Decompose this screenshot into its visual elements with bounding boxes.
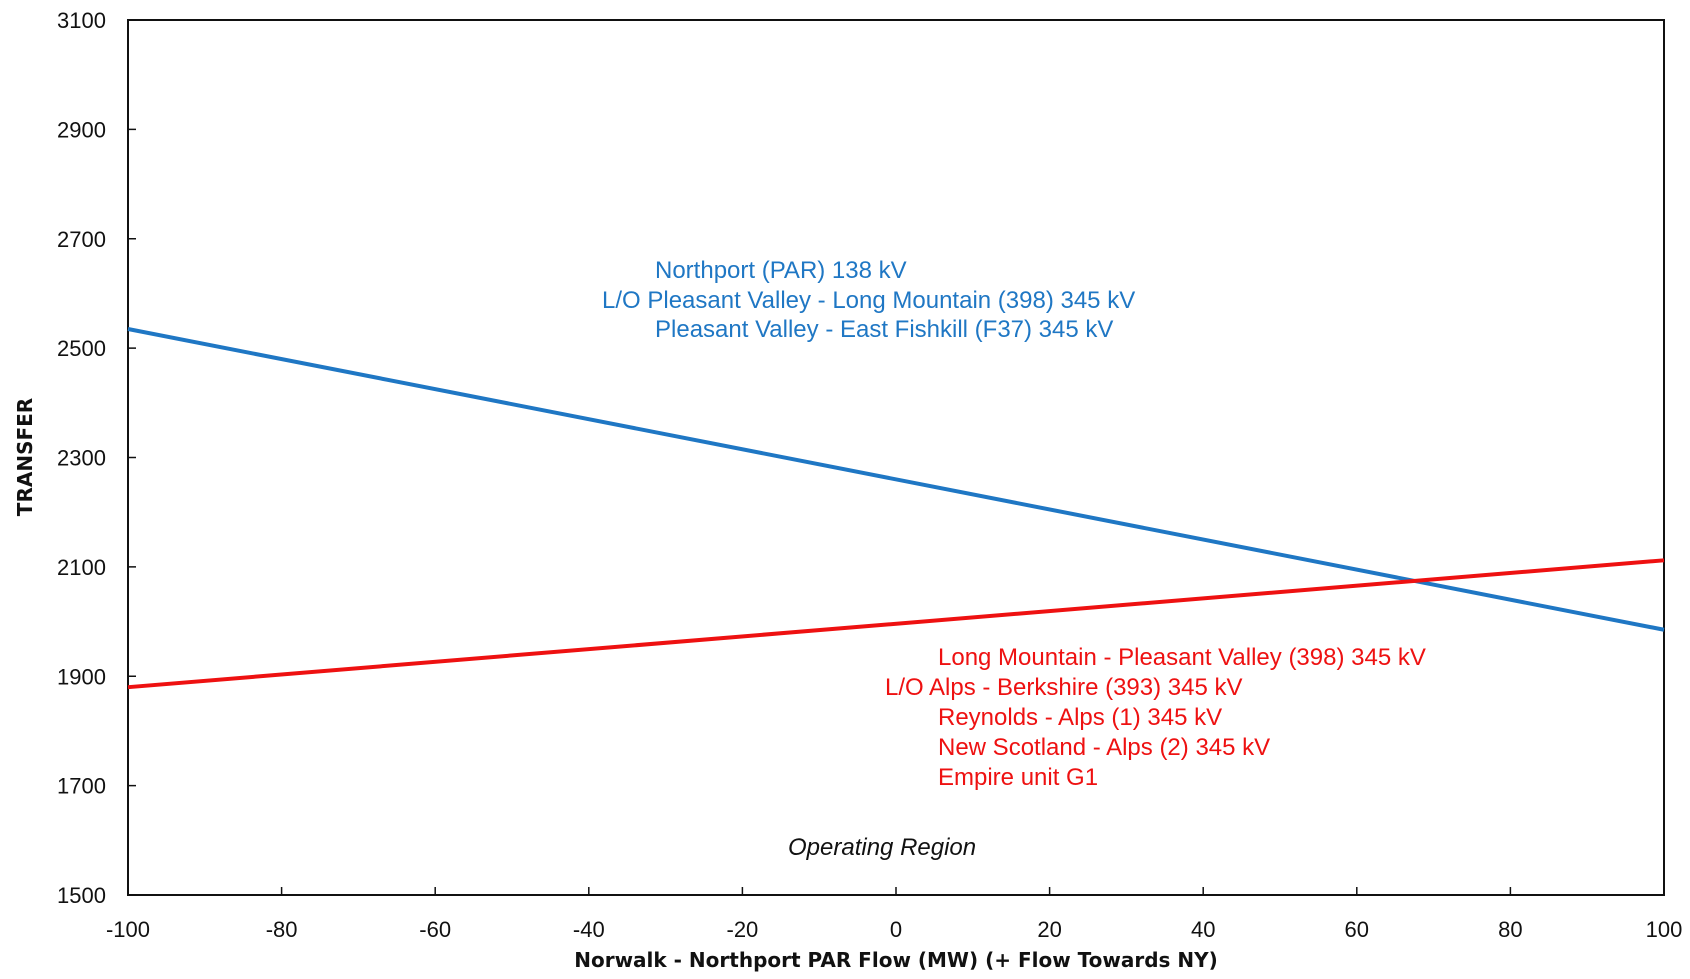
blue-annotation-line: L/O Pleasant Valley - Long Mountain (398… xyxy=(602,287,1135,314)
y-tick-label: 2300 xyxy=(57,446,106,471)
x-tick-label: 60 xyxy=(1345,917,1369,942)
y-tick-label: 2900 xyxy=(57,117,106,142)
x-tick-label: -20 xyxy=(727,917,759,942)
y-tick-label: 2100 xyxy=(57,555,106,580)
x-tick-label: 20 xyxy=(1037,917,1061,942)
y-tick-label: 1700 xyxy=(57,774,106,799)
x-tick-label: 100 xyxy=(1646,917,1683,942)
y-tick-label: 1900 xyxy=(57,664,106,689)
red-annotation-line: Empire unit G1 xyxy=(938,764,1098,791)
y-axis-title: TRANSFER xyxy=(13,398,37,516)
blue-annotation-line: Northport (PAR) 138 kV xyxy=(655,257,907,284)
x-tick-label: -80 xyxy=(266,917,298,942)
y-tick-label: 2700 xyxy=(57,227,106,252)
x-tick-label: 40 xyxy=(1191,917,1215,942)
plot-area xyxy=(128,20,1664,895)
x-tick-label: -60 xyxy=(419,917,451,942)
x-axis-title: Norwalk - Northport PAR Flow (MW) (+ Flo… xyxy=(574,948,1218,972)
blue-annotation-line: Pleasant Valley - East Fishkill (F37) 34… xyxy=(655,316,1113,343)
y-tick-label: 3100 xyxy=(57,8,106,33)
x-tick-label: 0 xyxy=(890,917,902,942)
x-tick-label: 80 xyxy=(1498,917,1522,942)
red-annotation-line: Reynolds - Alps (1) 345 kV xyxy=(938,704,1222,731)
red-annotation-line: New Scotland - Alps (2) 345 kV xyxy=(938,734,1270,761)
red-annotation-line: Long Mountain - Pleasant Valley (398) 34… xyxy=(938,644,1426,671)
red-annotation-line: L/O Alps - Berkshire (393) 345 kV xyxy=(885,674,1243,701)
y-axis: 1500 1700 1900 2100 2300 2500 2700 2900 3100 xyxy=(57,8,136,908)
x-tick-label: -40 xyxy=(573,917,605,942)
region-label: Operating Region xyxy=(788,834,976,861)
y-tick-label: 1500 xyxy=(57,883,106,908)
y-tick-label: 2500 xyxy=(57,336,106,361)
x-tick-label: -100 xyxy=(106,917,150,942)
